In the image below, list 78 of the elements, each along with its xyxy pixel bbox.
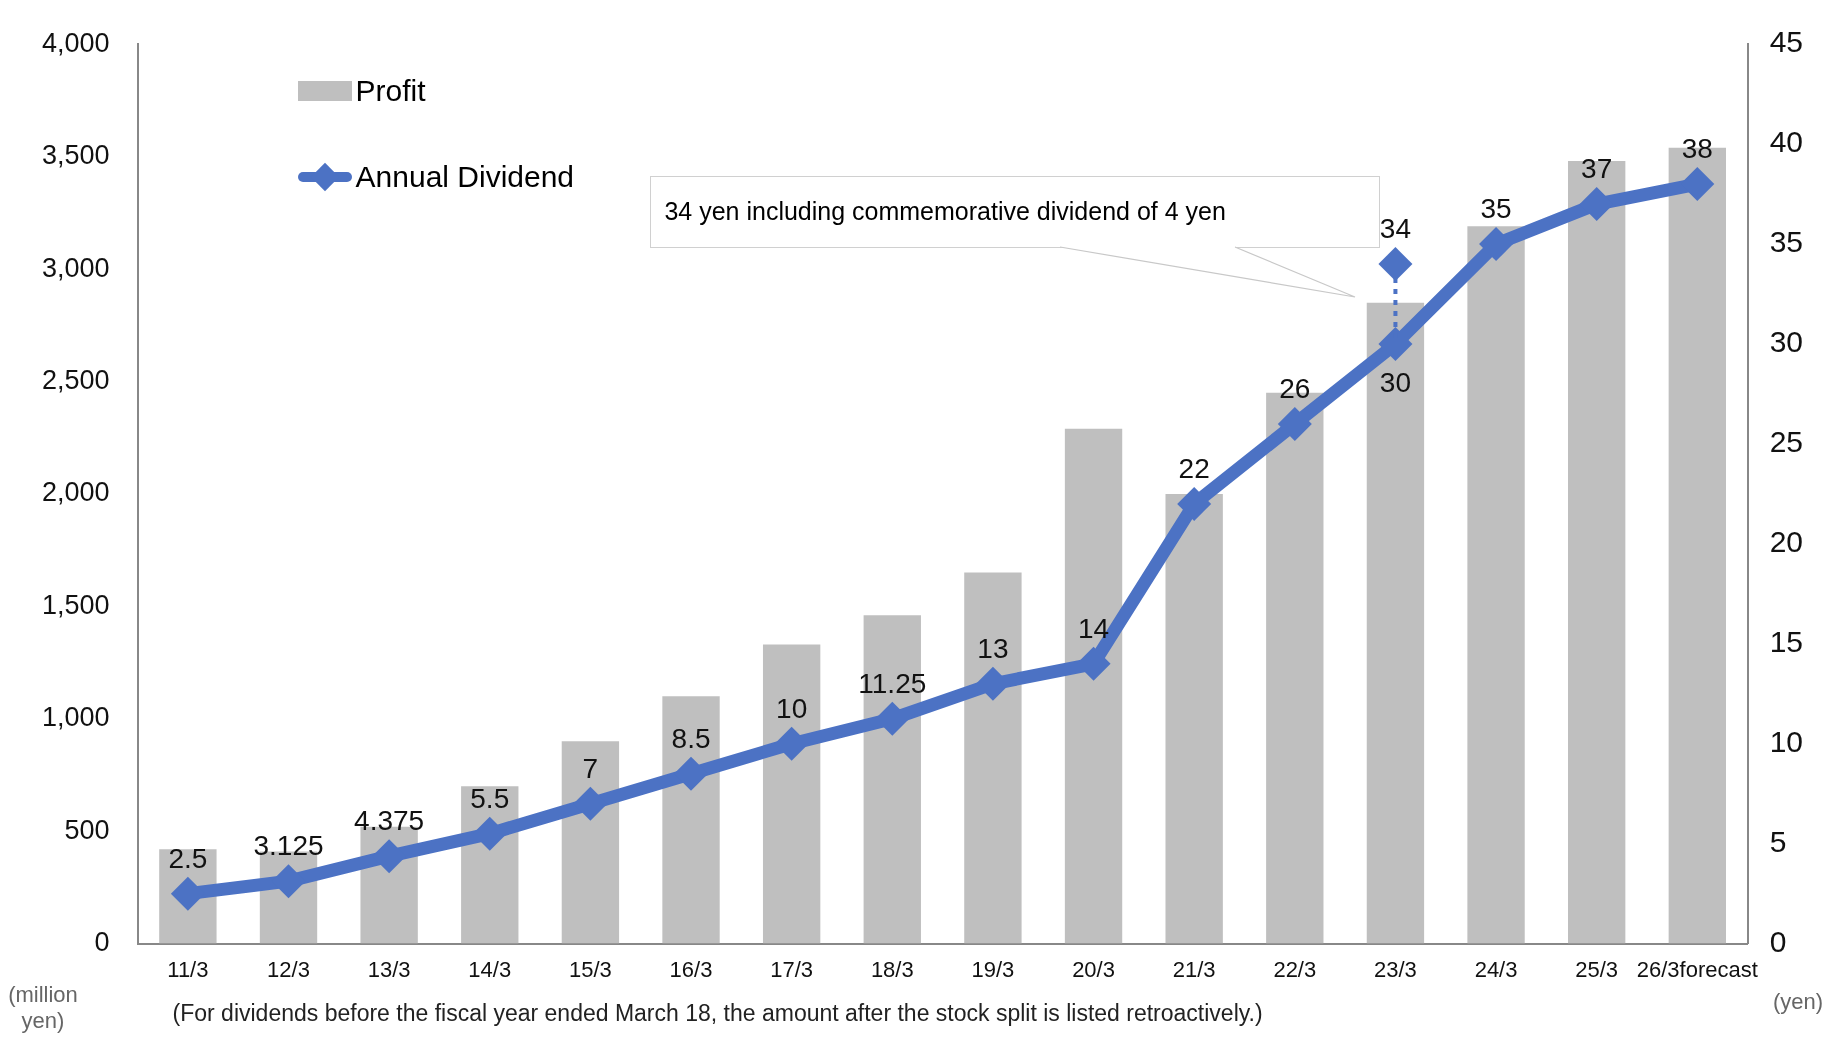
point	[975, 666, 1010, 701]
point	[1378, 327, 1413, 361]
x-tick-label: 24/3	[1474, 956, 1518, 982]
bar	[762, 644, 821, 944]
x-tick-label: 11/3	[167, 956, 209, 982]
y-tick-label: 1,500	[41, 589, 110, 620]
y2-tick-label: 15	[1769, 625, 1804, 659]
data-label: 10	[776, 692, 808, 724]
data-label: 14	[1077, 612, 1110, 644]
point	[1479, 227, 1514, 262]
y2-tick-label: 45	[1769, 25, 1804, 59]
point	[1378, 247, 1413, 282]
bar	[1165, 493, 1223, 944]
text: (For dividends before the fiscal year ended March 18, the amount after the stock split is listed retroactively.)	[172, 999, 1263, 1027]
x-tick-label: 19/3	[971, 956, 1015, 982]
data-label: 7	[582, 752, 599, 784]
data-label: 38	[1681, 133, 1713, 165]
x-tick-label: 15/3	[568, 956, 612, 982]
point	[1177, 486, 1212, 521]
bar	[1366, 302, 1425, 944]
y2-tick-label: 35	[1769, 225, 1804, 259]
y2-tick-label: 20	[1769, 525, 1804, 559]
y2-tick-label: 10	[1769, 725, 1804, 758]
data-label: 22	[1178, 452, 1210, 484]
x-tick-label: 26/3forecast	[1636, 956, 1758, 982]
y-axis-title: (million yen)	[7, 981, 79, 1034]
y2-tick-label: 25	[1769, 425, 1804, 459]
data-label: 11.25	[858, 667, 927, 699]
x-tick-label: 14/3	[468, 956, 512, 982]
y-tick-label: 2,500	[41, 364, 110, 395]
x-tick-label: 25/3	[1575, 956, 1619, 982]
data-label: 3.125	[253, 830, 324, 862]
bar	[1064, 428, 1123, 944]
y2-tick-label: 30	[1769, 325, 1804, 359]
bar	[1467, 226, 1525, 944]
y2-tick-label: 40	[1769, 125, 1804, 159]
y-tick-label: 1,000	[41, 702, 110, 733]
y-tick-label: 3,500	[41, 140, 110, 171]
data-label: 5.5	[470, 782, 510, 814]
point	[1680, 167, 1715, 202]
x-tick-label: 18/3	[870, 956, 914, 982]
data-label: 2.5	[168, 842, 208, 874]
y-tick-label: 3,000	[41, 252, 110, 283]
x-tick-label: 17/3	[770, 956, 814, 982]
data-label: 13	[977, 632, 1009, 664]
data-label: 34	[1379, 213, 1412, 245]
annotation: 34 yen including commemorative dividend of 4 yen	[664, 196, 1226, 226]
bar	[561, 741, 620, 944]
data-label: 8.5	[671, 722, 711, 754]
legend-label: Profit	[355, 74, 426, 109]
data-label: 30	[1379, 366, 1412, 398]
data-label: 35	[1480, 193, 1512, 225]
y-tick-label: 0	[94, 927, 110, 958]
point	[573, 786, 608, 821]
bar	[662, 696, 720, 944]
y2-tick-label: 5	[1769, 824, 1787, 858]
x-tick-label: 12/3	[267, 956, 310, 982]
y-tick-label: 500	[64, 814, 110, 845]
point	[1277, 406, 1312, 441]
y2-axis-title: (yen)	[1772, 988, 1823, 1015]
point	[674, 756, 709, 791]
point	[875, 701, 910, 736]
point	[774, 726, 809, 761]
bar	[1568, 161, 1626, 944]
x-tick-label: 13/3	[367, 956, 411, 982]
y-tick-label: 2,000	[41, 477, 110, 508]
bar	[964, 572, 1022, 944]
y-tick-label: 4,000	[41, 27, 110, 58]
x-tick-label: 22/3	[1273, 956, 1317, 982]
data-label: 37	[1581, 153, 1613, 185]
y2-tick-label: 0	[1769, 924, 1787, 958]
data-label: 4.375	[354, 805, 425, 837]
data-label: 26	[1279, 372, 1311, 404]
x-tick-label: 23/3	[1374, 956, 1417, 982]
legend-label: Annual Dividend	[355, 160, 575, 195]
x-tick-label: 20/3	[1072, 956, 1115, 982]
x-tick-label: 21/3	[1172, 956, 1216, 982]
x-tick-label: 16/3	[669, 956, 713, 982]
